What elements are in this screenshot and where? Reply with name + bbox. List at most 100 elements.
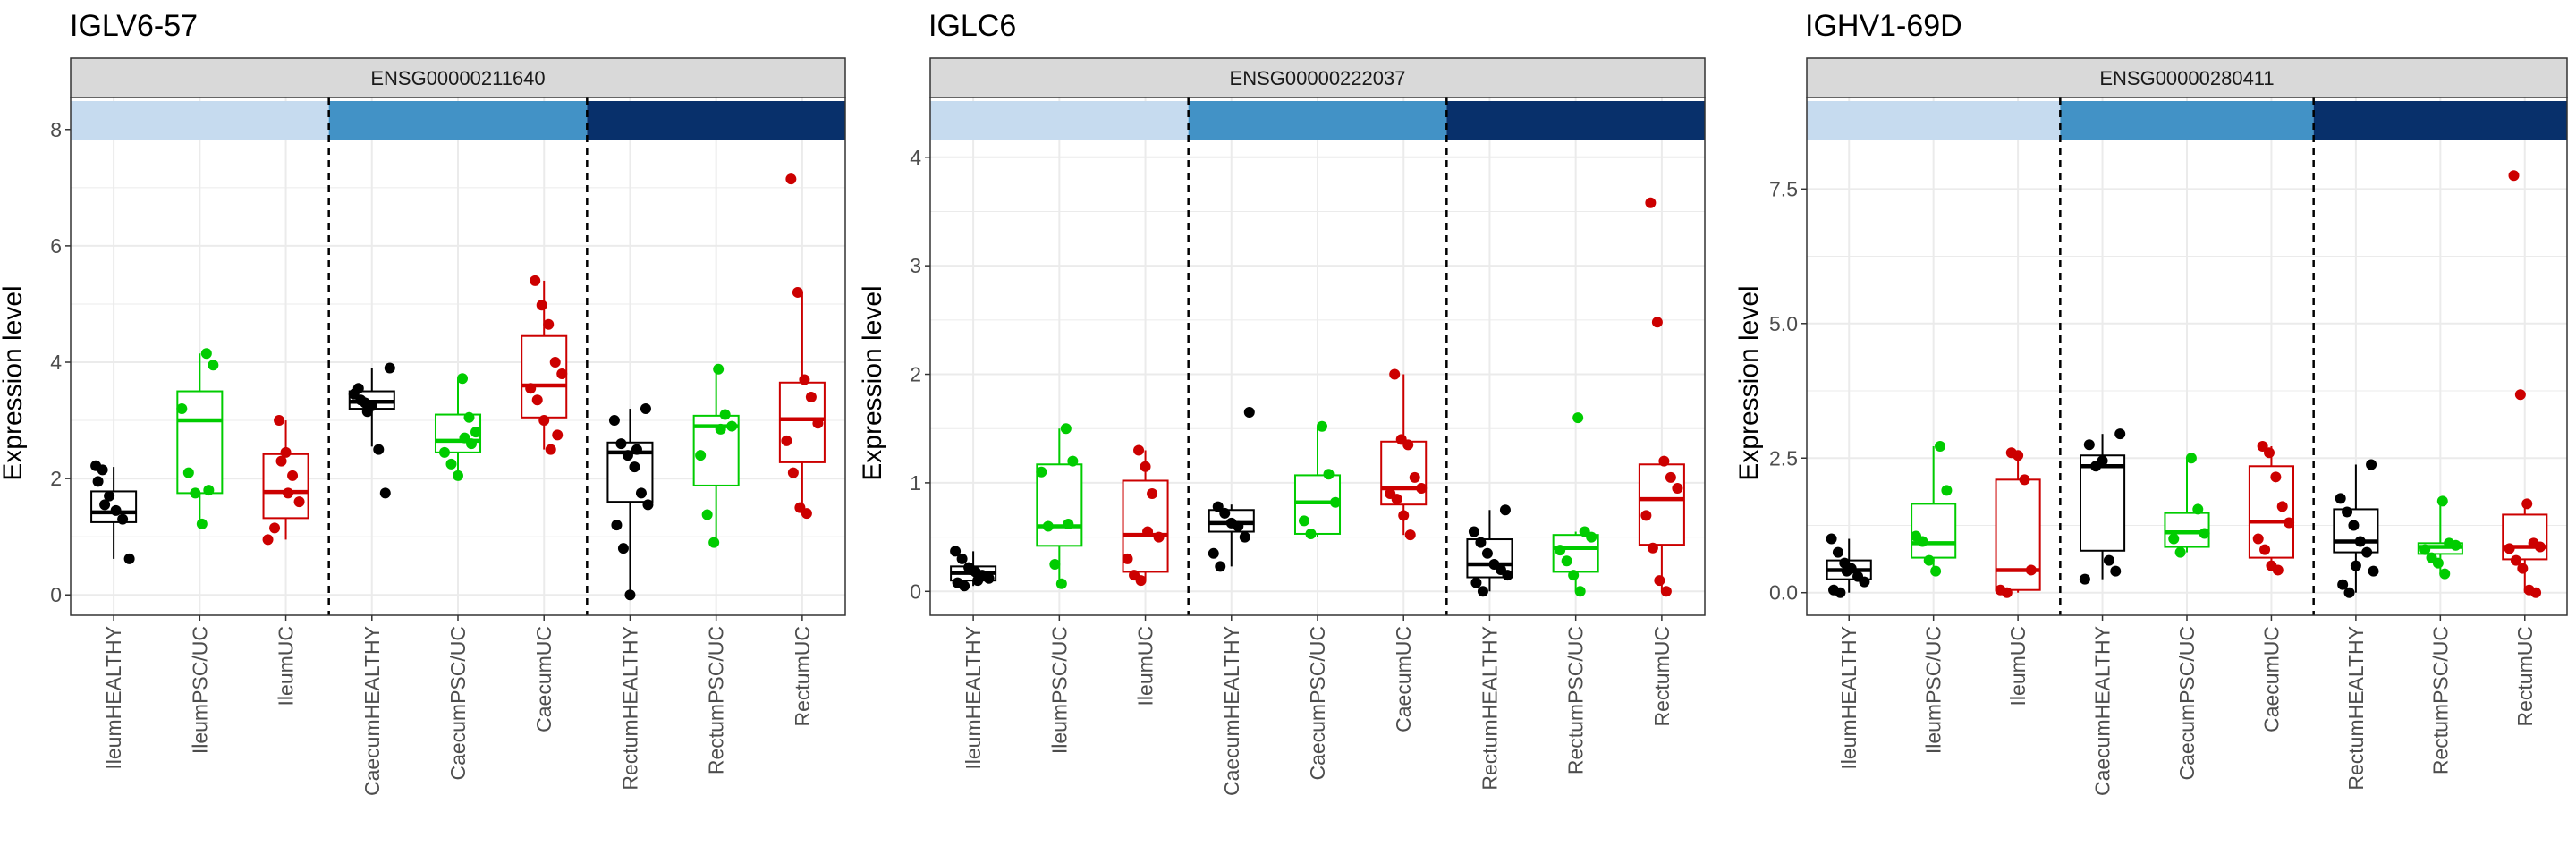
data-point (983, 572, 995, 584)
data-point (190, 487, 201, 499)
data-point (92, 476, 104, 487)
data-point (1475, 537, 1487, 548)
data-point (2368, 565, 2379, 577)
data-point (200, 348, 212, 360)
data-point (280, 446, 292, 458)
data-point (787, 467, 799, 478)
data-point (1561, 555, 1572, 567)
data-point (1835, 587, 1846, 598)
data-point (2521, 498, 2533, 510)
x-tick-label: CaecumHEALTHY (1220, 626, 1243, 796)
data-point (2001, 587, 2012, 598)
data-point (2083, 439, 2095, 451)
data-point (2337, 579, 2349, 590)
data-point (1404, 529, 1416, 541)
y-tick-label: 0 (910, 580, 921, 603)
y-tick-label: 6 (50, 234, 62, 258)
x-tick-label: RectumUC (1650, 626, 1674, 726)
data-point (2439, 568, 2451, 580)
data-point (2514, 389, 2526, 401)
data-point (2517, 563, 2529, 574)
x-tick-label: IleumPSC/UC (1922, 626, 1945, 754)
data-point (2270, 471, 2282, 483)
facet-strip-label: ENSG00000222037 (1230, 67, 1406, 89)
data-point (1468, 526, 1479, 537)
data-point (959, 580, 970, 592)
data-point (1502, 570, 1513, 581)
data-point (1826, 533, 1837, 545)
data-point (2185, 453, 2197, 464)
data-point (1477, 586, 1488, 597)
data-point (470, 427, 482, 438)
data-point (355, 394, 367, 406)
data-point (715, 423, 726, 435)
data-point (781, 435, 792, 446)
data-point (2168, 533, 2180, 545)
data-point (1305, 528, 1317, 539)
data-point (2436, 495, 2448, 507)
chart-title: IGLC6 (928, 9, 1016, 43)
data-point (799, 374, 810, 385)
data-point (1645, 197, 1657, 208)
data-point (99, 499, 111, 511)
data-point (792, 286, 803, 298)
region-band (71, 101, 329, 140)
data-point (361, 406, 373, 418)
data-point (97, 464, 108, 476)
data-point (2342, 506, 2353, 518)
x-tick-label: RectumUC (791, 626, 814, 726)
data-point (1391, 494, 1402, 505)
data-point (531, 394, 543, 406)
data-point (708, 537, 720, 548)
data-point (2272, 564, 2284, 576)
data-point (801, 508, 812, 520)
data-point (1389, 368, 1401, 380)
data-point (1042, 520, 1054, 532)
x-tick-label: IleumHEALTHY (1837, 626, 1860, 770)
data-point (2366, 459, 2377, 470)
data-point (2284, 517, 2295, 529)
data-point (1665, 471, 1676, 483)
data-point (785, 173, 797, 185)
data-point (2252, 533, 2264, 545)
facet-strip (70, 57, 846, 98)
data-point (275, 455, 287, 467)
data-point (293, 496, 305, 508)
data-point (453, 470, 463, 481)
region-band (1188, 101, 1447, 140)
data-point (2263, 447, 2275, 459)
region-band (1807, 101, 2061, 140)
data-point (726, 420, 738, 432)
data-point (2350, 560, 2361, 571)
x-tick-label: RectumHEALTHY (618, 626, 641, 791)
data-point (1402, 439, 1414, 451)
data-point (110, 504, 122, 516)
data-point (1917, 536, 1928, 547)
x-tick-label: RectumHEALTHY (2344, 626, 2368, 791)
data-point (812, 418, 824, 429)
data-point (950, 546, 962, 557)
data-point (805, 392, 817, 403)
data-point (2504, 543, 2515, 554)
data-point (1935, 441, 1946, 453)
data-point (635, 487, 647, 499)
data-point (2110, 565, 2122, 577)
data-point (1398, 510, 1410, 521)
data-point (1135, 575, 1147, 587)
data-point (1219, 507, 1231, 519)
data-point (1647, 542, 1658, 554)
x-tick-label: RectumHEALTHY (1478, 626, 1501, 791)
x-tick-label: IleumUC (2006, 626, 2029, 706)
data-point (1941, 485, 1953, 496)
data-point (1660, 586, 1672, 597)
data-point (956, 553, 968, 564)
region-band (587, 101, 845, 140)
data-point (2419, 544, 2431, 555)
data-point (1481, 547, 1493, 559)
x-tick-label: IleumUC (275, 626, 298, 706)
data-point (629, 461, 640, 473)
data-point (438, 446, 450, 458)
data-point (269, 522, 281, 534)
y-axis-label: Expression level (1734, 285, 1764, 480)
